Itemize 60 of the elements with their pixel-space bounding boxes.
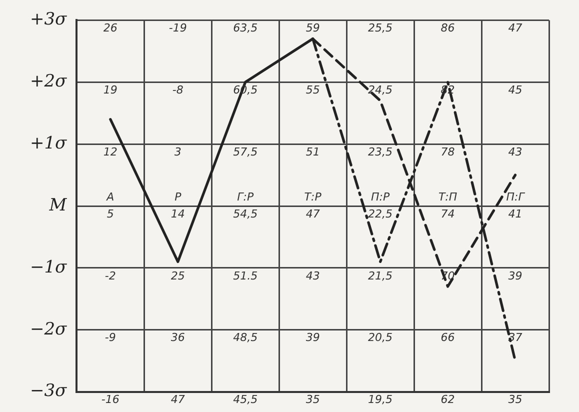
annotation: 19 <box>103 83 118 96</box>
y-tick-label: +2σ <box>30 72 68 92</box>
y-tick-label: −2σ <box>30 319 68 340</box>
annotation: 22,5 <box>368 207 393 220</box>
annotation: 12 <box>103 145 118 158</box>
x-tick-label: Т:Р <box>304 190 322 204</box>
annotation: 59 <box>306 22 320 35</box>
annotation: 63,5 <box>233 22 258 35</box>
annotation: 24,5 <box>368 83 393 96</box>
annotation: -9 <box>104 331 116 344</box>
annotation: 5 <box>106 207 114 220</box>
annotation: -8 <box>172 83 184 96</box>
annotation: 37 <box>508 331 522 344</box>
annotation: 48,5 <box>233 331 258 344</box>
annotation: 51 <box>306 145 320 158</box>
annotation: 14 <box>170 207 185 220</box>
annotation: 43 <box>508 145 522 158</box>
annotation: 47 <box>508 22 522 35</box>
text: 47 <box>170 393 185 406</box>
annotation: 26 <box>103 22 118 35</box>
annotation: 55 <box>306 83 320 96</box>
text: -16 <box>101 393 120 406</box>
annotation: 43 <box>306 269 320 282</box>
y-tick-label: M <box>48 195 68 216</box>
annotation: 3 <box>174 145 182 158</box>
text: 19,5 <box>368 393 393 406</box>
annotation: 45 <box>508 83 522 96</box>
annotation: 21,5 <box>368 269 393 282</box>
y-tick-label: +3σ <box>30 10 68 30</box>
text: 35 <box>508 393 522 406</box>
annotation: 74 <box>440 207 455 220</box>
annotation: 78 <box>440 145 455 158</box>
annotation: 41 <box>508 207 522 220</box>
annotation: 25 <box>170 269 185 282</box>
x-tick-label: А <box>106 190 114 204</box>
text: 62 <box>440 393 455 406</box>
text: 45,5 <box>233 393 258 406</box>
x-tick-label: Р <box>174 190 182 204</box>
annotation: 47 <box>306 207 320 220</box>
text: 35 <box>306 393 320 406</box>
y-tick-label: −1σ <box>30 257 68 278</box>
annotation: 54,5 <box>233 207 258 220</box>
annotation: 66 <box>440 331 455 344</box>
annotation: 86 <box>440 22 455 35</box>
annotation: 25,5 <box>368 22 393 35</box>
annotation: -2 <box>104 269 116 282</box>
annotation: 23,5 <box>368 145 393 158</box>
x-tick-label: Т:П <box>438 190 458 204</box>
annotation: 20,5 <box>368 331 393 344</box>
annotation: 39 <box>306 331 320 344</box>
annotation: 57,5 <box>233 145 258 158</box>
annotation: 36 <box>170 331 185 344</box>
x-tick-label: П:Р <box>370 190 390 204</box>
annotation: -19 <box>168 22 187 35</box>
y-tick-label: +1σ <box>30 133 68 154</box>
x-tick-label: П:Г <box>506 190 526 204</box>
x-tick-label: Г:Р <box>237 190 254 204</box>
annotation: 51.5 <box>233 269 258 282</box>
annotation: 39 <box>508 269 522 282</box>
y-tick-label: −3σ <box>30 381 68 402</box>
